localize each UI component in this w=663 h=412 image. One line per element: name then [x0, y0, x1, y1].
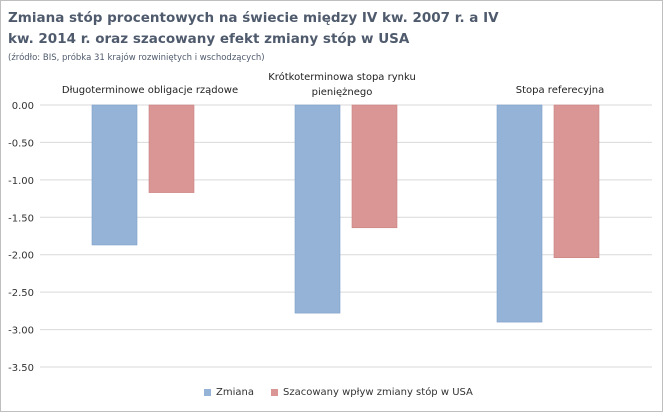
- category-label-2: Stopa referecyjna: [515, 85, 605, 96]
- y-tick-label-4: -2.00: [8, 251, 34, 262]
- bar-zmiana-0: [91, 104, 138, 246]
- y-tick-label-0: 0.00: [12, 101, 34, 112]
- y-tick-label-2: -1.00: [8, 176, 34, 187]
- y-tick-label-5: -2.50: [8, 288, 34, 299]
- legend-swatch-szacowany: [271, 389, 278, 396]
- legend-label-szacowany: Szacowany wpływ zmiany stóp w USA: [283, 387, 473, 398]
- legend-item-szacowany: Szacowany wpływ zmiany stóp w USA: [271, 387, 473, 398]
- legend-item-zmiana: Zmiana: [204, 387, 254, 398]
- bar-szacowany-0: [148, 104, 195, 193]
- chart-title: Zmiana stóp procentowych na świecie międ…: [8, 10, 499, 47]
- bar-zmiana-2: [496, 104, 543, 323]
- y-tick-label-7: -3.50: [8, 363, 34, 374]
- bar-szacowany-1: [351, 104, 398, 229]
- legend-swatch-zmiana: [204, 389, 211, 396]
- category-label-0: Długoterminowe obligacje rządowe: [61, 85, 239, 96]
- y-tick-label-3: -1.50: [8, 213, 34, 224]
- chart-subtitle: (źródło: BIS, próbka 31 krajów rozwinięt…: [8, 53, 265, 63]
- y-tick-label-1: -0.50: [8, 138, 34, 149]
- bar-zmiana-1: [294, 104, 341, 314]
- bar-szacowany-2: [553, 104, 600, 259]
- legend-label-zmiana: Zmiana: [216, 387, 254, 398]
- y-tick-label-6: -3.00: [8, 326, 34, 337]
- category-label-1: Krótkoterminowa stopa rynku pieniężnego: [268, 72, 416, 98]
